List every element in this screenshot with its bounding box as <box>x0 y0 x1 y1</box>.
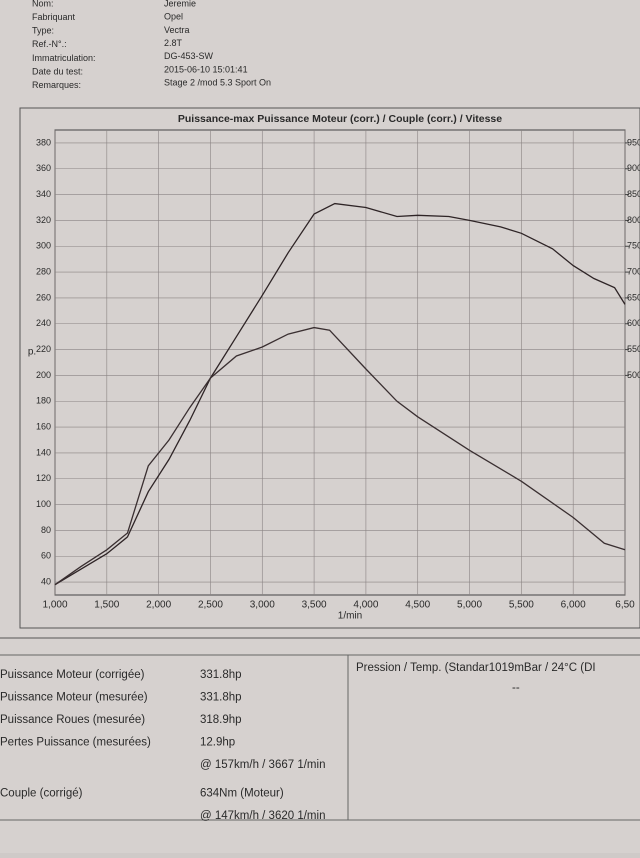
y-tick-label: 280 <box>36 266 51 276</box>
y-tick-label: 160 <box>36 421 51 431</box>
y-tick-label: 240 <box>36 318 51 328</box>
field-label: Date du test: <box>32 66 83 76</box>
field-value: 2015-06-10 15:01:41 <box>164 64 248 74</box>
result-value: 331.8hp <box>200 692 242 704</box>
x-tick-label: 5,500 <box>509 600 534 611</box>
field-label: Immatriculation: <box>32 53 96 63</box>
field-value: Stage 2 /mod 5.3 Sport On <box>164 78 271 88</box>
y-tick-label: 60 <box>41 551 51 561</box>
y-tick-label: 380 <box>36 137 51 147</box>
result-value: @ 157km/h / 3667 1/min <box>200 759 325 771</box>
conditions-note: -- <box>512 682 520 694</box>
result-value: 331.8hp <box>200 669 242 681</box>
x-tick-label: 6,50 <box>615 600 635 611</box>
chart-title: Puissance-max Puissance Moteur (corr.) /… <box>178 113 502 125</box>
result-label: Pertes Puissance (mesurées) <box>0 737 151 749</box>
y2-tick-label: 500 <box>627 370 640 380</box>
result-value: 634Nm (Moteur) <box>200 788 284 800</box>
field-label: Nom: <box>32 0 54 8</box>
field-label: Type: <box>32 26 54 36</box>
x-tick-label: 4,000 <box>353 600 378 611</box>
footer: Pression / Temp. (Standar1019mBar / 24°C… <box>0 662 596 822</box>
field-value: DG-453-SW <box>164 51 214 61</box>
field-value: Vectra <box>164 25 190 35</box>
y2-tick-label: 750 <box>627 241 640 251</box>
result-value: 318.9hp <box>200 714 242 726</box>
x-axis-label: 1/min <box>338 611 362 622</box>
x-tick-label: 4,500 <box>405 600 430 611</box>
y-tick-label: 360 <box>36 163 51 173</box>
x-tick-label: 2,000 <box>146 600 171 611</box>
result-label: Puissance Moteur (corrigée) <box>0 669 145 681</box>
field-label: Remarques: <box>32 80 81 90</box>
x-tick-label: 5,000 <box>457 600 482 611</box>
y2-tick-label: 850 <box>627 189 640 199</box>
x-tick-label: 6,000 <box>561 600 586 611</box>
field-value: Jeremie <box>164 0 196 8</box>
y2-tick-label: 900 <box>627 163 640 173</box>
y2-tick-label: 550 <box>627 344 640 354</box>
chart-frame <box>19 107 640 629</box>
y2-tick-label: 650 <box>627 292 640 302</box>
result-label: Couple (corrigé) <box>0 788 83 800</box>
y-tick-label: 320 <box>36 215 51 225</box>
header: Nom: Jeremie Fabriquant Opel Type: Vectra Ref.… <box>32 0 271 90</box>
result-label: Puissance Roues (mesurée) <box>0 714 145 726</box>
field-label: Ref.-N°.: <box>32 39 67 49</box>
y-tick-label: 180 <box>36 396 51 406</box>
result-label: Puissance Moteur (mesurée) <box>0 692 148 704</box>
y-tick-label: 40 <box>41 576 51 586</box>
y-tick-label: 220 <box>36 344 51 354</box>
y-tick-label: 120 <box>36 473 51 483</box>
conditions: Pression / Temp. (Standar1019mBar / 24°C… <box>356 662 596 674</box>
x-tick-label: 3,000 <box>250 600 275 611</box>
y-axis-label: p. <box>28 347 36 358</box>
series-line <box>54 202 626 586</box>
y2-tick-label: 800 <box>627 215 640 225</box>
y-tick-label: 140 <box>36 447 51 457</box>
plot: 1,000 1,500 2,000 2,500 3,000 3,500 4,000 4,500… <box>36 129 640 611</box>
x-tick-label: 3,500 <box>302 600 327 611</box>
x-tick-label: 1,000 <box>42 600 67 611</box>
y-tick-label: 80 <box>41 525 51 535</box>
field-label: Fabriquant <box>32 12 76 22</box>
x-tick-label: 1,500 <box>94 600 119 611</box>
field-value: 2.8T <box>164 38 183 48</box>
y-tick-label: 200 <box>36 370 51 380</box>
y-tick-label: 260 <box>36 292 51 302</box>
y-tick-label: 300 <box>36 241 51 251</box>
y2-tick-label: 700 <box>627 266 640 276</box>
y-tick-label: 100 <box>36 499 51 509</box>
y-tick-label: 340 <box>36 189 51 199</box>
x-tick-label: 2,500 <box>198 600 223 611</box>
y2-tick-label: 950 <box>627 137 640 147</box>
field-value: Opel <box>164 12 183 22</box>
series-line <box>54 326 626 586</box>
result-value: 12.9hp <box>200 737 235 749</box>
y2-tick-label: 600 <box>627 318 640 328</box>
result-value: @ 147km/h / 3620 1/min <box>200 810 325 822</box>
